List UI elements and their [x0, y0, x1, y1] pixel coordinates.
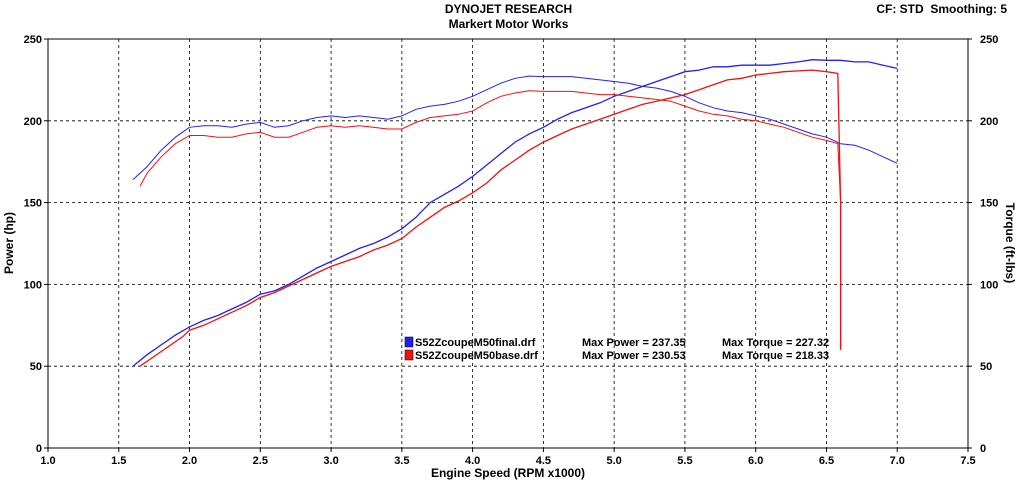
x-tick-label: 7.5 — [960, 455, 975, 467]
legend: S52ZcoupeM50final.drf Max Power = 237.35 M… — [404, 336, 829, 362]
legend-max-power: Max Power = 237.35 — [582, 337, 686, 349]
y-tick-label: 100 — [24, 279, 42, 291]
series-group — [132, 59, 898, 367]
y-tick-label: 50 — [30, 361, 42, 373]
y2-axis-label: Torque (ft-lbs) — [1003, 203, 1017, 283]
x-tick-label: 7.0 — [890, 455, 905, 467]
x-tick-label: 4.0 — [465, 455, 480, 467]
y-tick-label: 0 — [36, 443, 42, 455]
y-tick-label: 150 — [24, 198, 42, 210]
x-tick-label: 4.5 — [536, 455, 551, 467]
x-tick-label: 3.5 — [394, 455, 409, 467]
y2-tick-label: 0 — [980, 443, 986, 455]
y2-tick-label: 200 — [980, 116, 998, 128]
legend-max-torque: Max Torque = 227.32 — [722, 337, 829, 349]
x-tick-label: 1.5 — [111, 455, 126, 467]
grid — [48, 39, 968, 448]
series-line-power — [132, 59, 898, 367]
y-tick-label: 200 — [24, 116, 42, 128]
y2-axis-ticks: 0 50 100 150 200 250 — [968, 34, 998, 455]
x-tick-label: 6.5 — [819, 455, 834, 467]
legend-swatch — [404, 336, 414, 348]
correction-info: CF: STD Smoothing: 5 — [876, 2, 1007, 16]
chart-subtitle: Markert Motor Works — [448, 17, 569, 31]
x-tick-label: 1.0 — [40, 455, 55, 467]
y-axis-label: Power (hp) — [2, 212, 16, 274]
y2-tick-label: 250 — [980, 34, 998, 46]
y2-tick-label: 50 — [980, 361, 992, 373]
x-tick-label: 5.5 — [677, 455, 692, 467]
series-line-power — [139, 69, 842, 367]
x-tick-label: 5.0 — [607, 455, 622, 467]
legend-swatch — [404, 349, 414, 361]
x-tick-label: 6.0 — [748, 455, 763, 467]
y-tick-label: 250 — [24, 34, 42, 46]
chart-title: DYNOJET RESEARCH — [444, 2, 573, 16]
plot-area — [47, 38, 969, 449]
x-tick-label: 3.0 — [323, 455, 338, 467]
series-line-torque — [139, 90, 842, 350]
smoothing-label: Smoothing: 5 — [930, 2, 1007, 16]
x-axis-ticks: 1.0 1.5 2.0 2.5 3.0 3.5 4.0 4.5 5.0 5.5 6.0 6.5 7.0 7… — [40, 448, 976, 467]
series-line-torque — [132, 75, 898, 181]
x-tick-label: 2.5 — [253, 455, 268, 467]
legend-entry: S52ZcoupeM50final.drf — [415, 337, 536, 349]
legend-entry: S52ZcoupeM50base.drf — [415, 350, 538, 362]
legend-max-power: Max Power = 230.53 — [582, 350, 686, 362]
x-axis-label: Engine Speed (RPM x1000) — [431, 466, 585, 480]
y2-tick-label: 150 — [980, 198, 998, 210]
legend-max-torque: Max Torque = 218.33 — [722, 350, 829, 362]
y-axis-ticks: 0 50 100 150 200 250 — [24, 34, 48, 455]
cf-label: CF: STD — [876, 2, 924, 16]
x-tick-label: 2.0 — [182, 455, 197, 467]
y2-tick-label: 100 — [980, 279, 998, 291]
